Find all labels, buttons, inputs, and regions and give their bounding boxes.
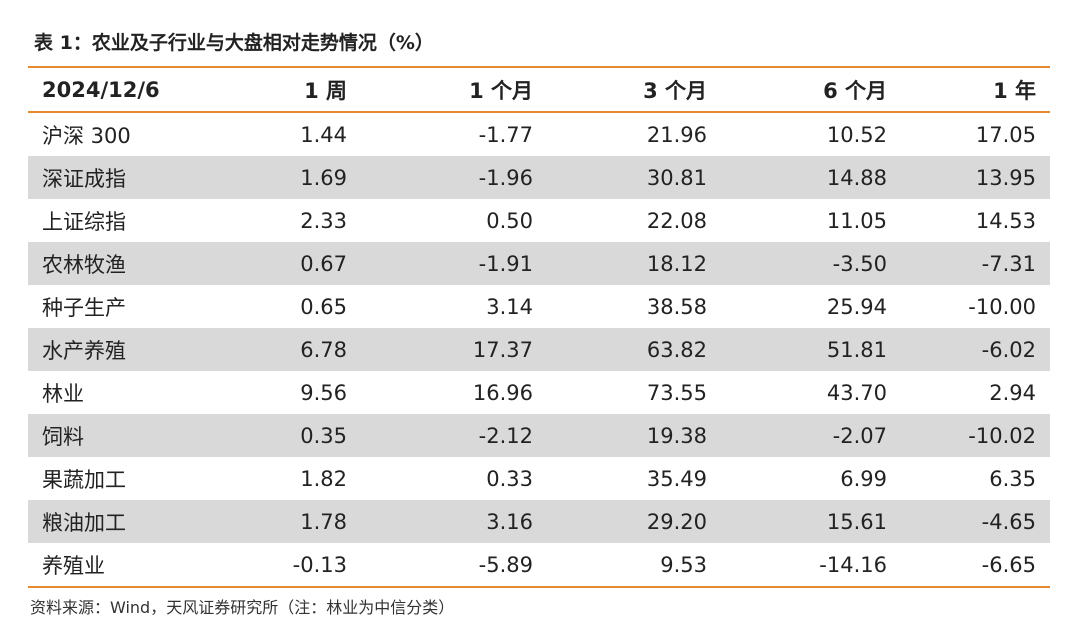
table-title: 表 1：农业及子行业与大盘相对走势情况（%） (34, 32, 434, 54)
row-label: 水产养殖 (28, 328, 200, 371)
value-cell: -1.77 (478, 122, 533, 147)
value-cell: 2.33 (300, 208, 347, 233)
value-cell: 43.70 (826, 380, 887, 405)
value-cell: 14.53 (975, 208, 1036, 233)
row-label: 养殖业 (42, 553, 105, 578)
value-cell: -14.16 (819, 552, 887, 577)
value-cell: 17.37 (357, 328, 543, 371)
value-cell: 51.81 (717, 328, 897, 371)
value-cell: 35.49 (646, 466, 707, 491)
header-row: 2024/12/6 1 周 1 个月 3 个月 6 个月 1 年 (28, 67, 1050, 113)
value-cell: 1.69 (200, 156, 357, 199)
value-cell: 15.61 (717, 500, 897, 543)
header-cell: 2024/12/6 (28, 67, 200, 113)
data-table: 2024/12/6 1 周 1 个月 3 个月 6 个月 1 年 沪深 300 1… (28, 66, 1050, 588)
header-cell: 6 个月 (717, 67, 897, 113)
value-cell: 17.05 (975, 122, 1036, 147)
row-label: 上证综指 (42, 209, 126, 234)
table-row: 深证成指 1.69 -1.96 30.81 14.88 13.95 (28, 156, 1050, 199)
row-label: 深证成指 (28, 156, 200, 199)
value-cell: 2.94 (989, 380, 1036, 405)
value-cell: 6.99 (840, 466, 887, 491)
table-row: 水产养殖 6.78 17.37 63.82 51.81 -6.02 (28, 328, 1050, 371)
header-cell: 3 个月 (543, 67, 717, 113)
row-label: 饲料 (28, 414, 200, 457)
table-row: 林业 9.56 16.96 73.55 43.70 2.94 (28, 371, 1050, 414)
value-cell: -1.96 (357, 156, 543, 199)
value-cell: 6.35 (989, 466, 1036, 491)
value-cell: 3.14 (486, 294, 533, 319)
row-label: 粮油加工 (28, 500, 200, 543)
value-cell: 0.35 (200, 414, 357, 457)
value-cell: 18.12 (543, 242, 717, 285)
table-row: 农林牧渔 0.67 -1.91 18.12 -3.50 -7.31 (28, 242, 1050, 285)
value-cell: 9.53 (660, 552, 707, 577)
header-cell: 1 年 (897, 67, 1050, 113)
value-cell: 0.65 (300, 294, 347, 319)
table-row: 养殖业 -0.13 -5.89 9.53 -14.16 -6.65 (28, 543, 1050, 587)
value-cell: 25.94 (826, 294, 887, 319)
value-cell: -4.65 (897, 500, 1050, 543)
value-cell: -10.02 (897, 414, 1050, 457)
value-cell: 29.20 (543, 500, 717, 543)
table-row: 上证综指 2.33 0.50 22.08 11.05 14.53 (28, 199, 1050, 242)
header-cell: 1 周 (200, 67, 357, 113)
value-cell: -3.50 (717, 242, 897, 285)
value-cell: 0.33 (486, 466, 533, 491)
row-label: 林业 (42, 381, 84, 406)
row-label: 果蔬加工 (42, 467, 126, 492)
value-cell: -2.07 (717, 414, 897, 457)
value-cell: -7.31 (897, 242, 1050, 285)
value-cell: -5.89 (478, 552, 533, 577)
value-cell: 22.08 (646, 208, 707, 233)
value-cell: -6.02 (897, 328, 1050, 371)
value-cell: 63.82 (543, 328, 717, 371)
table-row: 饲料 0.35 -2.12 19.38 -2.07 -10.02 (28, 414, 1050, 457)
value-cell: 0.67 (200, 242, 357, 285)
value-cell: 73.55 (646, 380, 707, 405)
value-cell: 13.95 (897, 156, 1050, 199)
value-cell: -6.65 (981, 552, 1036, 577)
value-cell: 11.05 (826, 208, 887, 233)
value-cell: 38.58 (646, 294, 707, 319)
table-row: 沪深 300 1.44 -1.77 21.96 10.52 17.05 (28, 112, 1050, 156)
value-cell: 16.96 (472, 380, 533, 405)
header-cell: 1 个月 (357, 67, 543, 113)
value-cell: 21.96 (646, 122, 707, 147)
value-cell: -10.00 (968, 294, 1036, 319)
value-cell: -1.91 (357, 242, 543, 285)
value-cell: 30.81 (543, 156, 717, 199)
value-cell: 10.52 (826, 122, 887, 147)
row-label: 沪深 300 (42, 123, 131, 148)
value-cell: 1.82 (300, 466, 347, 491)
row-label: 农林牧渔 (28, 242, 200, 285)
row-label: 种子生产 (42, 295, 126, 320)
value-cell: 19.38 (543, 414, 717, 457)
table-row: 种子生产 0.65 3.14 38.58 25.94 -10.00 (28, 285, 1050, 328)
value-cell: 9.56 (300, 380, 347, 405)
source-note: 资料来源：Wind，天风证券研究所（注：林业为中信分类） (30, 598, 455, 617)
value-cell: 1.44 (300, 122, 347, 147)
value-cell: -0.13 (292, 552, 347, 577)
value-cell: 1.78 (200, 500, 357, 543)
value-cell: 6.78 (200, 328, 357, 371)
table-row: 粮油加工 1.78 3.16 29.20 15.61 -4.65 (28, 500, 1050, 543)
table-row: 果蔬加工 1.82 0.33 35.49 6.99 6.35 (28, 457, 1050, 500)
value-cell: 0.50 (486, 208, 533, 233)
value-cell: 14.88 (717, 156, 897, 199)
value-cell: -2.12 (357, 414, 543, 457)
value-cell: 3.16 (357, 500, 543, 543)
